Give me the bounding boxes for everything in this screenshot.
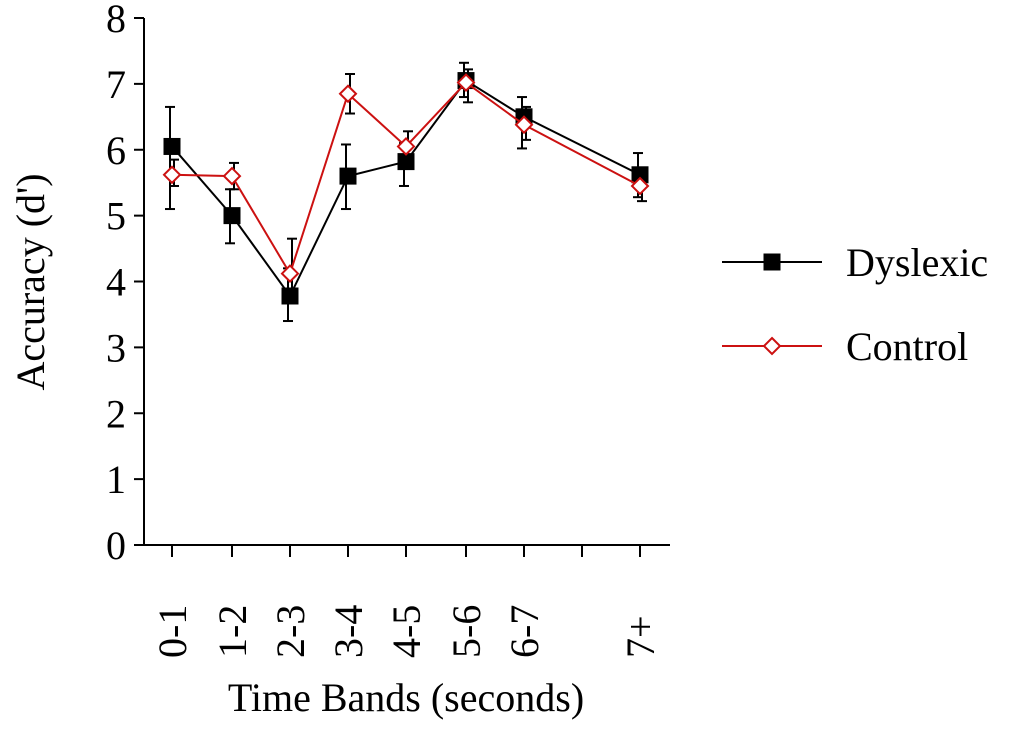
series-line	[171, 81, 641, 277]
legend-item-dyslexic: Dyslexic	[722, 240, 988, 285]
x-tick-labels: 0-1 1-2 2-3 3-4 4-5 5-6 6-7 7+	[150, 605, 663, 658]
y-tick-labels: 0 1 2 3 4 5 6 7 8	[106, 0, 126, 568]
x-tick-label: 1-2	[210, 605, 255, 658]
x-tick-label: 0-1	[150, 605, 195, 658]
legend-marker	[762, 336, 782, 356]
legend-marker	[763, 253, 781, 271]
data-point	[162, 165, 182, 185]
y-tick-label: 8	[106, 0, 126, 41]
series-layer	[162, 61, 650, 323]
y-axis-label: Accuracy (d')	[8, 173, 53, 390]
y-tick-label: 7	[106, 62, 126, 107]
data-point	[397, 153, 415, 171]
x-tick-label: 4-5	[384, 605, 429, 658]
y-tick-label: 3	[106, 325, 126, 370]
y-tick-label: 0	[106, 523, 126, 568]
data-point	[456, 73, 476, 92]
legend: Dyslexic Control	[722, 240, 988, 369]
data-point	[338, 84, 358, 104]
data-point	[396, 137, 416, 156]
y-tick-label: 4	[106, 260, 126, 305]
x-tick-label: 2-3	[268, 605, 313, 658]
series-control	[162, 68, 650, 293]
data-point	[339, 167, 357, 185]
legend-label: Dyslexic	[846, 240, 988, 285]
series-line	[171, 79, 641, 298]
legend-label: Control	[846, 324, 968, 369]
data-point	[222, 166, 242, 186]
y-tick-label: 1	[106, 457, 126, 502]
x-tick-label: 3-4	[326, 605, 371, 658]
y-tick-label: 5	[106, 194, 126, 239]
y-tick-label: 6	[106, 128, 126, 173]
x-tick-label: 6-7	[502, 605, 547, 658]
y-tick-label: 2	[106, 391, 126, 436]
data-point	[163, 137, 181, 155]
data-point	[514, 115, 534, 135]
legend-item-control: Control	[722, 324, 968, 369]
series-dyslexic	[163, 61, 649, 323]
x-tick-label: 7+	[618, 615, 663, 658]
x-tick-label: 5-6	[444, 605, 489, 658]
data-point	[280, 264, 300, 284]
axes	[134, 17, 670, 557]
x-axis-label: Time Bands (seconds)	[228, 675, 584, 720]
data-point	[630, 176, 650, 196]
data-point	[223, 207, 241, 225]
